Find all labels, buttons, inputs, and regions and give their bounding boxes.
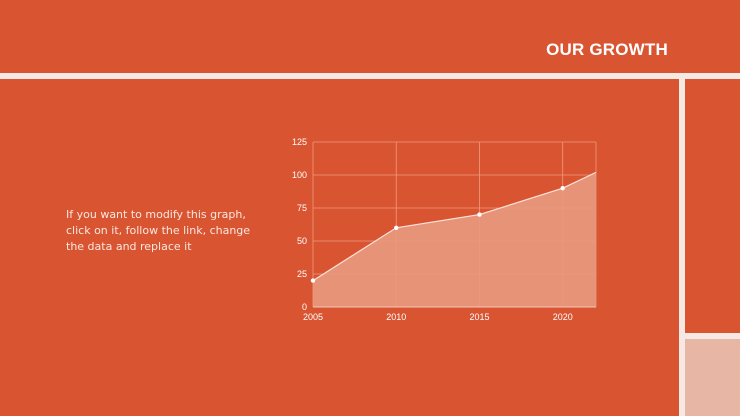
x-tick-label: 2010 [386, 312, 406, 322]
description-text[interactable]: If you want to modify this graph, click … [66, 208, 251, 253]
y-tick-label: 50 [297, 236, 307, 246]
y-tick-label: 0 [302, 302, 307, 312]
data-point [560, 186, 565, 191]
x-tick-label: 2020 [553, 312, 573, 322]
right-divider [679, 79, 685, 416]
growth-chart[interactable]: 0 25 50 75 100 125 2005 2010 2015 2020 [280, 130, 610, 330]
series-area [313, 172, 596, 307]
y-tick-label: 100 [292, 170, 307, 180]
y-tick-label: 25 [297, 269, 307, 279]
x-tick-label: 2005 [303, 312, 323, 322]
accent-box [685, 339, 740, 416]
page-title: OUR GROWTH [546, 40, 668, 59]
data-point [477, 212, 482, 217]
data-point [310, 278, 316, 283]
x-tick-label: 2015 [469, 312, 489, 322]
y-tick-label: 75 [297, 203, 307, 213]
data-point [394, 225, 399, 230]
y-tick-label: 125 [292, 137, 307, 147]
header-divider [0, 73, 740, 79]
right-box-divider [685, 333, 740, 339]
